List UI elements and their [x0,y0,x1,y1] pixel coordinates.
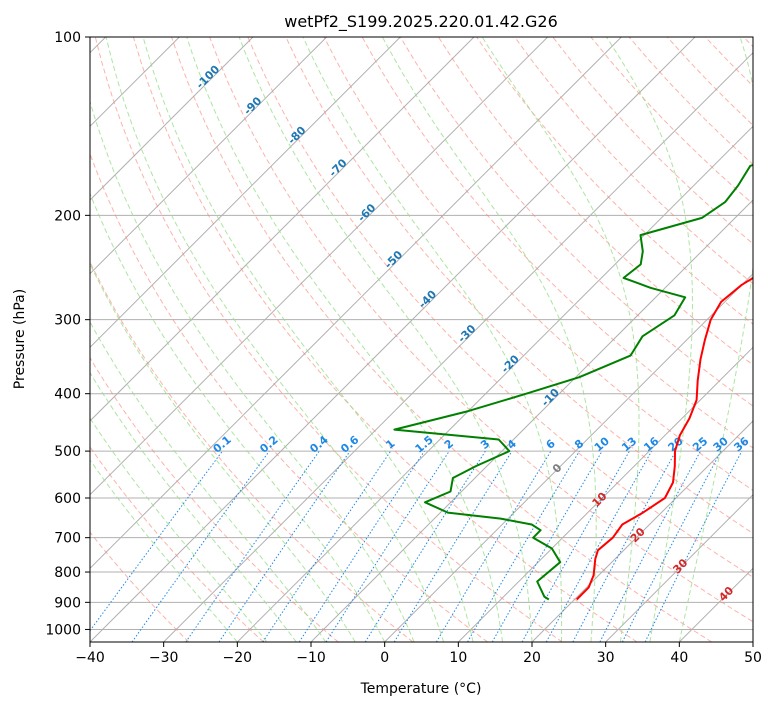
y-tick-label: 800 [54,565,81,581]
isotherm-gridline [753,37,775,642]
y-tick-label: 200 [54,208,81,224]
y-tick-label: 700 [54,531,81,547]
y-axis-label: Pressure (hPa) [12,289,28,389]
x-axis-label: Temperature (°C) [360,681,482,697]
y-tick-label: 1000 [45,622,81,638]
x-tick-label: 20 [523,650,541,666]
x-axis-ticks: −40 −30 −20 −10 0 10 20 30 40 50 [75,642,762,666]
y-tick-label: 300 [54,313,81,329]
y-tick-label: 900 [54,595,81,611]
chart-title: wetPf2_S199.2025.220.01.42.G26 [284,12,558,32]
y-tick-label: 100 [54,30,81,46]
y-tick-label: 600 [54,491,81,507]
y-axis-ticks: 100 200 300 400 500 600 700 800 900 1000 [45,30,90,638]
x-tick-label: −40 [75,650,105,666]
x-tick-label: 30 [597,650,615,666]
x-tick-label: 0 [380,650,389,666]
x-tick-label: −20 [223,650,253,666]
plot-background [90,37,753,642]
y-tick-label: 500 [54,444,81,460]
y-tick-label: 400 [54,387,81,403]
x-tick-label: 50 [744,650,762,666]
x-tick-label: 40 [670,650,688,666]
x-tick-label: −30 [149,650,179,666]
x-tick-label: −10 [296,650,326,666]
x-tick-label: 10 [449,650,467,666]
